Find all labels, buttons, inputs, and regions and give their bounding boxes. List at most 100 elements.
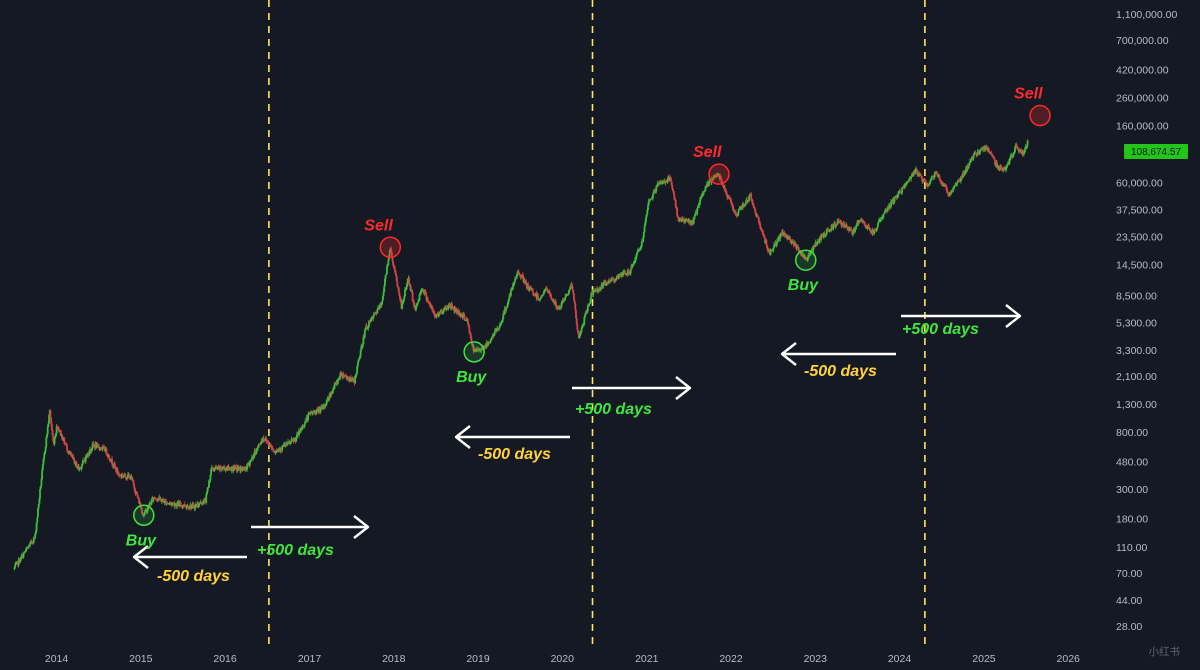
candle-body <box>153 497 156 499</box>
candle-body <box>108 455 111 459</box>
y-axis: 1,100,000.00 700,000.00 420,000.00 260,000.… <box>1116 9 1177 633</box>
candle-body <box>98 445 100 448</box>
candle-body <box>975 153 978 155</box>
candle-body <box>747 200 750 202</box>
candle-body <box>729 198 732 200</box>
candle-body <box>982 147 985 149</box>
candle-body <box>131 476 134 481</box>
candle-body <box>404 289 406 297</box>
candle-body <box>266 442 269 443</box>
candle-body <box>426 298 429 303</box>
candle-body <box>835 224 838 226</box>
candle-body <box>629 269 632 274</box>
candle-body <box>820 234 823 240</box>
candle-body <box>403 296 406 300</box>
candle-body <box>759 227 762 230</box>
candle-body <box>111 458 113 465</box>
candle-body <box>582 324 585 326</box>
candle-body <box>564 294 567 298</box>
candle-body <box>737 209 740 213</box>
candle-body <box>997 165 1000 170</box>
candle-body <box>579 332 582 333</box>
candle-body <box>872 229 874 234</box>
candle-body <box>574 303 577 311</box>
candle-body <box>991 154 994 156</box>
y-tick-label: 110.00 <box>1116 542 1147 554</box>
candle-body <box>875 229 878 231</box>
candle-body <box>77 466 80 470</box>
candle-body <box>674 199 676 201</box>
candle-body <box>386 266 388 274</box>
candle-body <box>539 298 542 300</box>
candle-body <box>725 192 728 194</box>
candle-body <box>256 447 259 449</box>
candle-body <box>480 348 483 350</box>
candle-body <box>930 177 933 181</box>
candle-body <box>796 246 799 248</box>
y-tick-label: 70.00 <box>1116 568 1142 580</box>
candle-body <box>571 286 574 290</box>
candle-body <box>783 232 786 236</box>
minus-500-days-label: -500 days <box>804 363 877 380</box>
candle-body <box>75 462 78 468</box>
candle-body <box>897 190 900 195</box>
candle-body <box>699 198 702 200</box>
candle-body <box>882 213 885 218</box>
candle-body <box>572 289 575 294</box>
y-tick-label: 1,300.00 <box>1116 399 1157 411</box>
candle-body <box>381 296 384 301</box>
candle-body <box>792 241 795 245</box>
candle-body <box>100 447 102 449</box>
candle-body <box>139 502 142 507</box>
candle-body <box>517 271 520 273</box>
candle-body <box>333 385 336 389</box>
candle-body <box>441 312 444 314</box>
candle-body <box>750 193 753 200</box>
candle-body <box>964 172 967 173</box>
candle-body <box>861 220 864 223</box>
candle-body <box>13 567 16 570</box>
candle-body <box>101 446 104 450</box>
candle-body <box>138 498 140 504</box>
candle-body <box>809 250 812 255</box>
candle-body <box>460 313 462 317</box>
candle-body <box>206 491 208 495</box>
candle-body <box>789 237 791 240</box>
candle-body <box>946 193 949 195</box>
candle-body <box>183 504 186 507</box>
candle-body <box>23 551 26 554</box>
candle-body <box>825 229 828 235</box>
candle-body <box>86 454 89 458</box>
candle-body <box>425 294 428 300</box>
candle-body <box>726 193 728 197</box>
candle-body <box>54 436 57 439</box>
candle-body <box>670 181 673 185</box>
candle-body <box>105 448 108 455</box>
candle-body <box>660 180 663 184</box>
candle-body <box>883 211 886 214</box>
candle-body <box>296 434 298 439</box>
candle-body <box>949 192 951 196</box>
candle-body <box>980 148 982 150</box>
candle-body <box>477 348 480 351</box>
candle-body <box>797 247 800 251</box>
candle-body <box>534 295 537 297</box>
candle-body <box>645 217 647 223</box>
candle-body <box>804 256 807 260</box>
candle-body <box>634 259 637 261</box>
candle-body <box>148 504 151 508</box>
candle-body <box>386 265 389 267</box>
candle-body <box>95 443 98 448</box>
candle-body <box>228 467 231 471</box>
candle-body <box>76 467 79 469</box>
candle-body <box>561 299 564 303</box>
candle-body <box>513 281 516 284</box>
candle-body <box>378 307 381 309</box>
candle-body <box>753 207 756 210</box>
candle-body <box>685 219 688 221</box>
candle-body <box>510 290 512 296</box>
candle-body <box>417 300 420 302</box>
candle-body <box>445 306 448 310</box>
y-tick-label: 8,500.00 <box>1116 290 1157 302</box>
candle-body <box>88 453 91 456</box>
